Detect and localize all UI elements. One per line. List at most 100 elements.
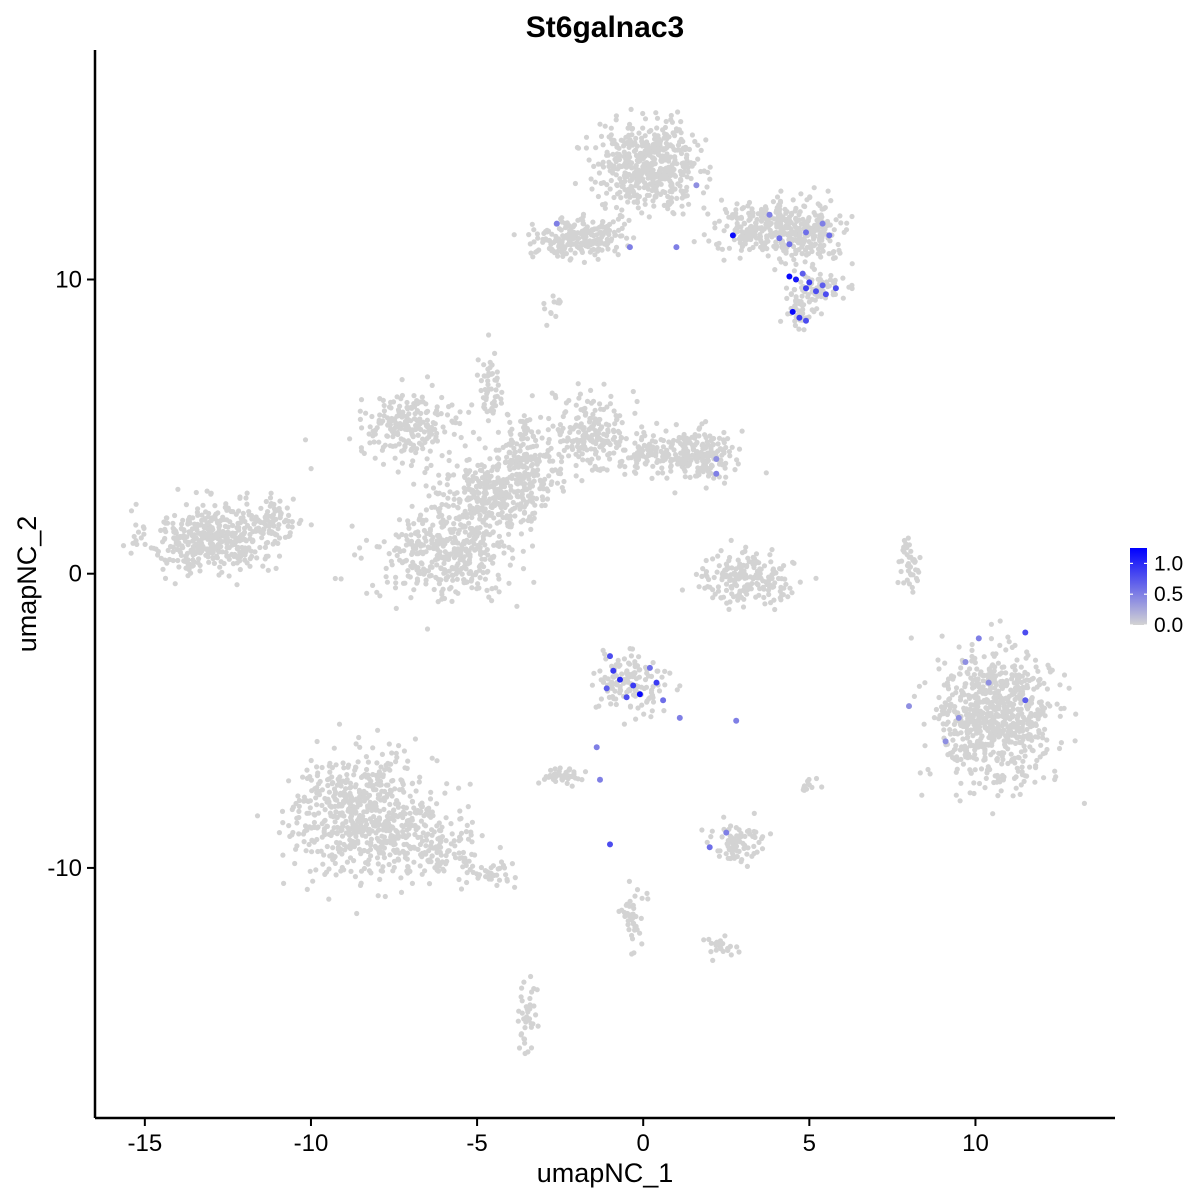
cell-point [574,444,581,450]
cell-point [347,785,353,791]
cell-point [476,585,482,591]
cell-point [427,448,433,454]
cell-point [517,448,523,454]
cell-point [361,809,367,815]
cell-point [454,463,460,469]
cell-point [1044,686,1050,692]
cell-point [646,173,652,179]
cell-point [993,698,1000,704]
cell-point [429,382,435,388]
cell-point [491,542,497,548]
cell-point [498,396,504,402]
cell-point [225,524,231,530]
cell-point [817,271,823,277]
cell-point [334,830,340,836]
cell-point [411,805,417,811]
cell-point [632,440,638,446]
cell-point [172,581,178,587]
cell-point [424,417,430,423]
cell-point [583,234,589,240]
cell-point [593,145,599,151]
cell-point [428,859,434,865]
cell-point [440,586,446,592]
cell-point [237,495,243,501]
cell-point [464,486,471,492]
cell-point [453,553,459,559]
cell-point [332,860,338,867]
cell-point [463,467,469,473]
cell-point [619,207,625,213]
cell-point [380,397,386,403]
cell-point [618,137,624,143]
cell-point [406,843,412,850]
cell-point [680,172,686,178]
cell-point [580,457,586,463]
cell-point [762,601,768,607]
cell-point [364,840,370,846]
cell-point [141,525,147,532]
cell-point [698,147,704,153]
cell-point [738,564,744,571]
cell-point [442,429,448,435]
cell-point [440,424,446,430]
cell-point [223,538,229,544]
cell-point [405,758,411,764]
cell-point [459,855,465,861]
cell-point [420,518,426,525]
cell-point [409,503,415,509]
cell-point [382,442,388,448]
cell-point [491,515,497,521]
cell-point [576,395,582,401]
cell-point [723,474,729,480]
cell-point [590,219,596,225]
cell-point [334,797,340,803]
cell-point [507,466,513,472]
cell-point [570,439,576,445]
cell-point [652,439,659,445]
cell-point [402,558,408,564]
cell-point [827,238,833,244]
cell-point [693,571,700,578]
cell-point [478,387,484,394]
cell-point [1013,774,1019,780]
cell-point [994,689,1000,695]
cell-point [705,458,711,464]
cell-point [525,471,531,478]
cell-point [381,413,387,419]
cell-point [1025,671,1031,677]
cell-point [846,284,852,290]
cell-point [689,452,695,458]
cell-point [599,424,605,430]
cell-point [296,808,302,815]
cell-point [633,183,639,189]
cell-point [1061,672,1068,678]
cell-point [228,508,234,515]
cell-point [333,762,339,768]
cell-point [391,807,397,813]
cell-point [689,132,696,138]
cell-point [405,406,411,412]
cell-point [1072,738,1078,744]
cell-point [493,585,499,591]
cell-point [654,420,660,426]
cell-point [702,432,708,438]
cell-point [346,806,352,812]
cell-point [464,822,470,829]
cell-point [230,561,236,567]
cell-point [394,847,400,853]
cell-point [489,598,495,604]
cell-point [309,837,315,844]
cell-point [708,462,715,468]
cell-point [832,291,839,297]
cell-point [451,521,457,527]
cell-point [435,863,441,870]
cell-point [957,671,963,677]
cell-point [390,399,397,405]
cell-point [716,218,722,224]
cell-point [463,862,469,869]
cell-point [392,786,398,792]
cell-point [510,555,516,561]
cell-point [505,412,511,418]
cell-point [374,760,380,766]
cell-point [508,483,514,489]
